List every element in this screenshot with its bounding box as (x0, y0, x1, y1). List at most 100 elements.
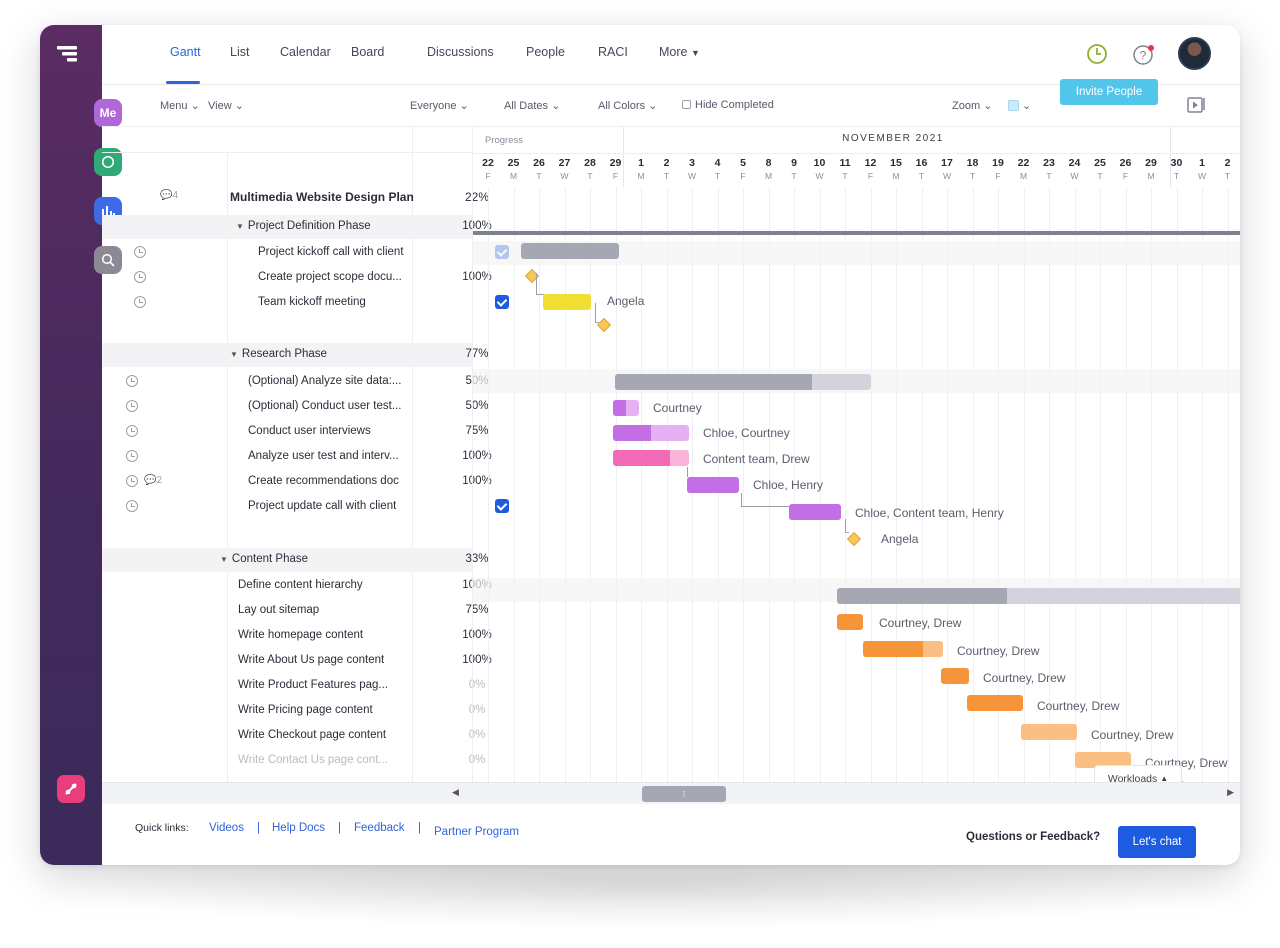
task-bar[interactable] (967, 695, 1023, 711)
tab-gantt[interactable]: Gantt (170, 45, 201, 59)
task-row[interactable]: Create project scope docu... 100% (102, 266, 492, 290)
task-row[interactable]: Write Product Features pag... 0% (102, 674, 485, 698)
colors-filter[interactable]: All Colors ⌄ (598, 100, 658, 112)
schedule-icon[interactable] (126, 475, 138, 487)
hide-completed-toggle[interactable]: Hide Completed (682, 99, 774, 111)
task-bar[interactable] (613, 400, 639, 416)
scroll-left-icon[interactable]: ◀ (452, 787, 459, 797)
schedule-icon[interactable] (134, 246, 146, 258)
dependency-line (687, 467, 688, 477)
scroll-thumb[interactable]: ⁝ (642, 786, 726, 802)
phase-row[interactable]: ▼ Content Phase 33% (102, 548, 489, 572)
color-picker[interactable]: ⌄ (1008, 99, 1031, 112)
task-row[interactable]: Project kickoff call with client (102, 241, 509, 265)
task-bar[interactable] (1075, 752, 1131, 768)
day-gridline (972, 187, 974, 782)
view-dropdown[interactable]: View ⌄ (208, 100, 244, 112)
progress-column-header[interactable]: Progress (484, 135, 523, 146)
link-partner-program[interactable]: Partner Program (434, 826, 520, 838)
task-row[interactable]: Write Pricing page content 0% (102, 699, 485, 723)
milestone-diamond[interactable] (846, 531, 862, 547)
phase-bar[interactable] (521, 243, 619, 259)
comment-count[interactable]: 💬4 (160, 190, 178, 201)
phase-row[interactable]: ▼ Research Phase 77% (102, 343, 489, 367)
menu-dropdown[interactable]: Menu ⌄ (160, 100, 200, 112)
schedule-icon[interactable] (134, 296, 146, 308)
task-row[interactable]: Write homepage content 100% (102, 624, 492, 648)
task-row[interactable]: Write Checkout page content 0% (102, 724, 485, 748)
help-icon[interactable]: ? (1132, 43, 1158, 67)
tab-discussions[interactable]: Discussions (427, 45, 494, 59)
scroll-right-icon[interactable]: ▶ (1227, 787, 1234, 797)
collapse-icon[interactable]: ▼ (236, 222, 244, 231)
task-row[interactable]: Project update call with client (102, 495, 509, 519)
task-bar[interactable] (613, 425, 689, 441)
link-help-docs[interactable]: Help Docs (272, 822, 326, 834)
everyone-filter[interactable]: Everyone ⌄ (410, 100, 469, 112)
schedule-icon[interactable] (126, 400, 138, 412)
schedule-icon[interactable] (134, 271, 146, 283)
task-bar[interactable] (1021, 724, 1077, 740)
task-row[interactable]: Analyze user test and interv... 100% (102, 445, 492, 469)
app-window: Me Gantt List Calendar Board Discussions (40, 25, 1240, 865)
horizontal-scrollbar[interactable]: ◀ ⁝ ▶ (102, 782, 1240, 804)
complete-checkbox[interactable] (495, 295, 509, 309)
tab-raci[interactable]: RACI (598, 45, 628, 59)
tab-people[interactable]: People (526, 45, 565, 59)
task-bar[interactable] (687, 477, 739, 493)
link-feedback[interactable]: Feedback (354, 822, 405, 834)
quick-links-bar: Quick links: Videos | Help Docs | Feedba… (102, 804, 1240, 865)
time-tracking-icon[interactable] (1086, 43, 1108, 65)
task-bar[interactable] (613, 450, 689, 466)
task-bar[interactable] (789, 504, 841, 520)
me-button[interactable]: Me (94, 99, 122, 127)
phase-bar[interactable] (615, 374, 871, 390)
zoom-dropdown[interactable]: Zoom ⌄ (952, 100, 993, 112)
lets-chat-button[interactable]: Let's chat (1118, 826, 1196, 858)
task-row[interactable]: (Optional) Analyze site data:...50% (102, 370, 489, 394)
tab-more[interactable]: More ▼ (659, 45, 700, 59)
task-row[interactable]: Lay out sitemap 75% (102, 599, 489, 623)
avatar[interactable] (1178, 37, 1211, 70)
milestone-diamond[interactable] (596, 317, 612, 333)
collapse-icon[interactable]: ▼ (220, 555, 228, 564)
link-videos[interactable]: Videos (209, 822, 244, 834)
play-presentation-icon[interactable] (1186, 95, 1206, 115)
integrations-button[interactable] (57, 775, 85, 803)
schedule-icon[interactable] (126, 450, 138, 462)
tab-list[interactable]: List (230, 45, 250, 59)
day-of-week: W (942, 171, 952, 181)
task-row[interactable]: Team kickoff meeting (102, 291, 509, 315)
task-bar[interactable] (863, 641, 943, 657)
task-row[interactable]: 💬2 Create recommendations doc 100% (102, 470, 492, 494)
task-bar[interactable] (837, 614, 863, 630)
tab-calendar[interactable]: Calendar (280, 45, 331, 59)
task-row[interactable]: Conduct user interviews 75% (102, 420, 489, 444)
schedule-icon[interactable] (126, 375, 138, 387)
task-row[interactable]: Define content hierarchy100% (102, 574, 492, 598)
search-button[interactable] (94, 246, 122, 274)
collapse-icon[interactable]: ▼ (230, 350, 238, 359)
tab-board[interactable]: Board (351, 45, 385, 59)
task-bar[interactable] (941, 668, 969, 684)
task-row[interactable]: (Optional) Conduct user test... 50% (102, 395, 489, 419)
phase-bar[interactable] (837, 588, 1240, 604)
hide-completed-checkbox[interactable] (682, 100, 691, 109)
task-bar[interactable] (543, 294, 591, 310)
day-number: 8 (765, 157, 772, 169)
dates-filter[interactable]: All Dates ⌄ (504, 100, 561, 112)
task-row[interactable]: Write About Us page content 100% (102, 649, 492, 673)
phase-row[interactable]: ▼ Project Definition Phase 100% (102, 215, 492, 239)
schedule-icon[interactable] (126, 425, 138, 437)
project-row[interactable]: 💬4 Multimedia Website Design Plan 22% (102, 185, 489, 209)
logo-icon[interactable] (57, 45, 79, 63)
task-row[interactable]: Write Contact Us page cont... 0% (102, 749, 485, 773)
workloads-label: Workloads (1107, 772, 1158, 785)
day-number: 11 (839, 157, 851, 169)
schedule-icon[interactable] (126, 500, 138, 512)
project-summary-bar[interactable] (473, 231, 1240, 235)
comment-count[interactable]: 💬2 (144, 475, 163, 486)
invite-people-button[interactable]: Invite People (1060, 79, 1158, 105)
progress-value: 77% (465, 348, 489, 360)
complete-checkbox[interactable] (495, 499, 509, 513)
